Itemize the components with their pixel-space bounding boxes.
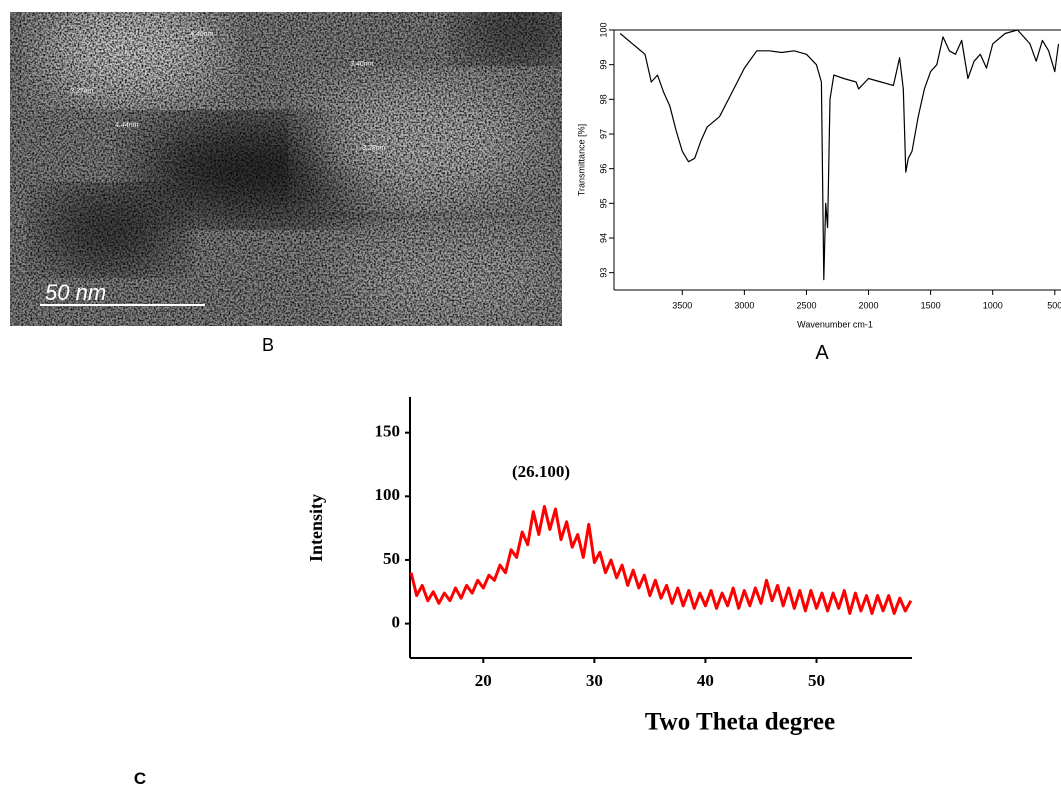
data-line: [619, 29, 1060, 281]
y-tick-label: 150: [375, 422, 401, 441]
panel-label: B: [262, 335, 274, 355]
x-tick-label: 30: [586, 671, 603, 690]
x-tick-label: 2000: [859, 300, 879, 310]
annotation: (26.100): [512, 462, 570, 481]
panel-label: C: [134, 769, 146, 787]
y-tick-label: 98: [598, 94, 608, 104]
particle-label: 3.28nm: [362, 145, 386, 152]
x-axis-label: Two Theta degree: [645, 709, 835, 736]
y-tick-label: 95: [598, 198, 608, 208]
panel-label: A: [815, 342, 829, 364]
particle-label: 4.45nm: [190, 31, 214, 38]
y-tick-label: 100: [375, 485, 401, 504]
y-tick-label: 93: [598, 268, 608, 278]
scale-bar-label: 50 nm: [45, 280, 106, 305]
y-axis-label: Intensity: [306, 494, 326, 562]
data-line: [409, 505, 913, 615]
x-tick-label: 2500: [796, 300, 816, 310]
x-tick-label: 40: [697, 671, 714, 690]
x-tick-label: 3000: [734, 300, 754, 310]
chart: 0 50 100 150 20 30 40 50 Two Theta degree Intensi…: [306, 397, 913, 736]
x-tick-label: 1000: [983, 300, 1003, 310]
y-tick-label: 0: [392, 613, 401, 632]
y-tick-label: 100: [598, 22, 608, 37]
y-tick-label: 99: [598, 60, 608, 70]
y-tick-label: 50: [383, 549, 400, 568]
x-tick-label: 500: [1047, 300, 1061, 310]
x-axis-label: Wavenumber cm-1: [797, 319, 873, 329]
x-tick-label: 3500: [672, 300, 692, 310]
particle-label: 3.37nm: [70, 88, 94, 95]
y-tick-label: 94: [598, 233, 608, 243]
y-axis-label: Transmittance [%]: [576, 124, 586, 196]
x-tick-label: 1500: [921, 300, 941, 310]
chart: 93 94 95 96 97 98 99 100 3500 3000 2500 2000 1500 100…: [576, 22, 1061, 329]
y-tick-label: 96: [598, 164, 608, 174]
particle-label: 3.40nm: [350, 61, 374, 68]
x-tick-label: 50: [808, 671, 825, 690]
particle-label: 4.44nm: [115, 122, 139, 129]
tem-image: [10, 12, 562, 326]
y-tick-label: 97: [598, 129, 608, 139]
x-tick-label: 20: [475, 671, 492, 690]
